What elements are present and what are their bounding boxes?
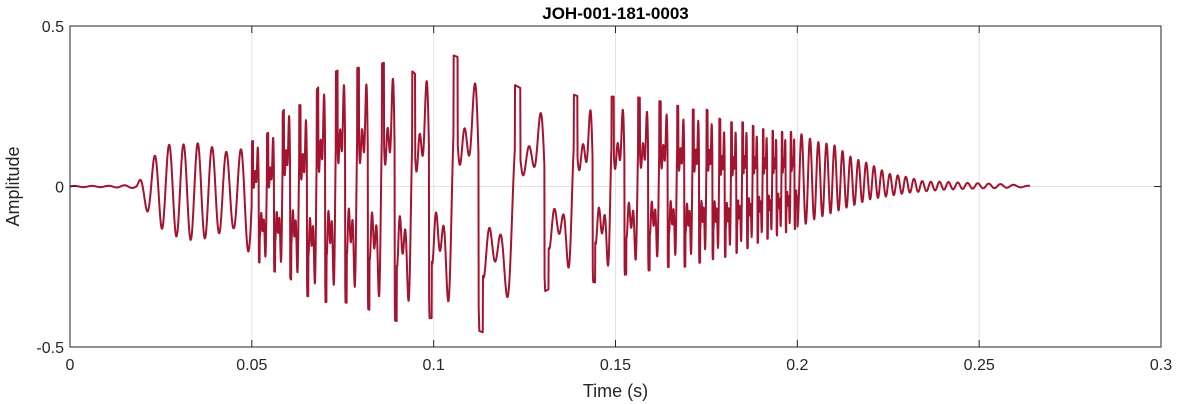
x-tick-label: 0 [66, 357, 75, 374]
x-tick-label: 0.2 [786, 357, 808, 374]
axis-ticks: 0 0.05 0.1 0.15 0.2 0.25 0.3-0.500.5 [36, 19, 1172, 374]
y-axis-label: Amplitude [3, 146, 23, 226]
y-tick-label: 0.5 [42, 19, 64, 36]
y-tick-label: 0 [55, 180, 64, 197]
series-layer [69, 54, 1031, 334]
x-tick-label: 0.05 [236, 357, 267, 374]
x-axis-label: Time (s) [583, 381, 648, 401]
chart-title: JOH-001-181-0003 [542, 4, 688, 23]
waveform-series-0 [69, 54, 1031, 334]
x-tick-label: 0.25 [964, 357, 995, 374]
x-tick-label: 0.3 [1150, 357, 1172, 374]
x-tick-label: 0.15 [600, 357, 631, 374]
y-tick-label: -0.5 [36, 340, 64, 357]
x-tick-label: 0.1 [423, 357, 445, 374]
